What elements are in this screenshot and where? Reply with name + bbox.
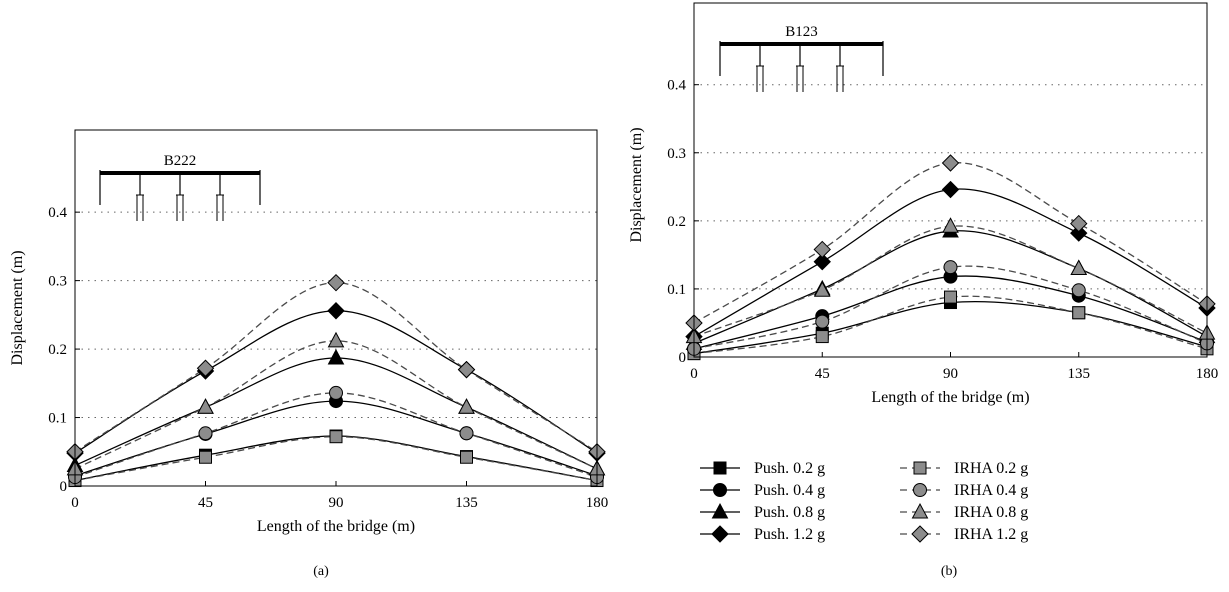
data-point	[815, 314, 830, 329]
data-point	[458, 398, 475, 414]
bridge-schematic	[99, 170, 261, 221]
data-point	[459, 426, 474, 441]
series-line	[74, 436, 598, 482]
bridge-label: B222	[164, 153, 197, 169]
data-point	[813, 281, 831, 297]
legend-marker	[711, 502, 729, 519]
legend-label: Push. 0.4 g	[754, 482, 825, 499]
legend-item: IRHA 1.2 g	[900, 525, 1028, 543]
data-point	[1070, 259, 1088, 275]
panel-b: 0 0.1 0.2 0.3 0.4 0 45 90 135 180 B123 Length of …	[628, 2, 1218, 579]
data-point	[944, 290, 957, 304]
data-point	[1071, 283, 1086, 298]
y-tick-label: 0.2	[667, 214, 686, 230]
y-tick-label: 0	[60, 479, 68, 495]
x-tick-label: 135	[455, 495, 478, 511]
data-point	[327, 302, 345, 320]
legend: Push. 0.2 g IRHA 0.2 g Push. 0.4 g IRHA 0.4…	[700, 460, 1028, 543]
x-tick-label: 45	[198, 495, 213, 511]
x-tick-label: 0	[71, 495, 79, 511]
legend-marker	[713, 483, 727, 497]
x-tick-label: 135	[1068, 366, 1091, 382]
legend-marker	[911, 525, 929, 543]
legend-label: Push. 1.2 g	[754, 526, 825, 543]
series-line	[74, 357, 598, 470]
data-point	[327, 273, 345, 292]
series-line	[693, 162, 1208, 324]
legend-item: Push. 0.8 g	[700, 502, 825, 521]
data-point	[941, 154, 960, 172]
legend-item: Push. 1.2 g	[700, 525, 825, 543]
x-axis-label: Length of the bridge (m)	[871, 389, 1029, 406]
data-point	[199, 450, 212, 464]
legend-label: Push. 0.2 g	[754, 460, 825, 477]
data-point	[1070, 224, 1088, 242]
data-point	[457, 360, 476, 379]
axis-ticks: 0 0.1 0.2 0.3 0.4 0 45 90 135 180	[48, 205, 608, 511]
data-point	[327, 348, 345, 365]
data-point	[197, 398, 214, 414]
data-point	[198, 426, 213, 441]
data-point	[196, 359, 215, 377]
legend-item: Push. 0.2 g	[700, 460, 825, 477]
panel-a: 0 0.1 0.2 0.3 0.4 0 45 90 135 180 B222 Length of …	[9, 129, 608, 579]
x-tick-label: 180	[1196, 366, 1219, 382]
legend-item: Push. 0.4 g	[700, 482, 825, 499]
bridge-schematic	[719, 41, 884, 92]
data-point	[815, 330, 829, 344]
x-tick-label: 90	[329, 495, 344, 511]
data-point	[1072, 306, 1086, 320]
data-point	[942, 217, 959, 233]
x-tick-label: 0	[690, 366, 698, 382]
y-tick-label: 0	[679, 350, 687, 366]
x-tick-label: 90	[943, 366, 958, 382]
data-point	[813, 252, 831, 271]
data-point	[327, 331, 345, 348]
axis-ticks: 0 0.1 0.2 0.3 0.4 0 45 90 135 180	[667, 78, 1218, 382]
series-line	[693, 275, 1208, 350]
y-tick-label: 0.4	[48, 205, 67, 221]
data-point	[941, 180, 960, 199]
legend-marker	[913, 461, 927, 475]
data-point	[329, 430, 343, 444]
y-tick-label: 0.1	[667, 282, 686, 298]
data-point	[813, 240, 831, 259]
legend-marker	[913, 483, 927, 497]
y-tick-label: 0.2	[48, 342, 67, 358]
y-tick-label: 0.3	[48, 274, 67, 290]
legend-item: IRHA 0.8 g	[900, 502, 1028, 521]
data-point	[460, 450, 473, 464]
data-point	[1070, 214, 1088, 233]
legend-label: IRHA 1.2 g	[954, 526, 1028, 543]
panel-label: (b)	[941, 564, 958, 579]
data-point	[329, 385, 343, 400]
legend-marker	[713, 461, 727, 475]
x-axis-label: Length of the bridge (m)	[257, 518, 415, 535]
legend-item: IRHA 0.4 g	[900, 482, 1028, 499]
y-tick-label: 0.4	[667, 78, 686, 94]
y-tick-label: 0.1	[48, 411, 67, 427]
legend-label: IRHA 0.4 g	[954, 482, 1028, 499]
grid-lines	[694, 84, 1207, 290]
legend-marker	[911, 502, 929, 519]
legend-label: IRHA 0.2 g	[954, 460, 1028, 477]
legend-marker	[711, 525, 729, 543]
x-tick-label: 180	[586, 495, 609, 511]
x-tick-label: 45	[815, 366, 830, 382]
y-axis-label: Displacement (m)	[9, 250, 26, 365]
series-markers	[685, 154, 1216, 361]
data-point	[943, 260, 958, 275]
y-tick-label: 0.3	[667, 146, 686, 162]
legend-label: Push. 0.8 g	[754, 504, 825, 521]
bridge-label: B123	[785, 24, 818, 40]
y-axis-label: Displacement (m)	[628, 127, 645, 242]
series-line	[693, 230, 1208, 344]
series-markers	[66, 273, 606, 488]
panel-label: (a)	[313, 564, 329, 579]
legend-item: IRHA 0.2 g	[900, 460, 1028, 477]
legend-label: IRHA 0.8 g	[954, 504, 1028, 521]
